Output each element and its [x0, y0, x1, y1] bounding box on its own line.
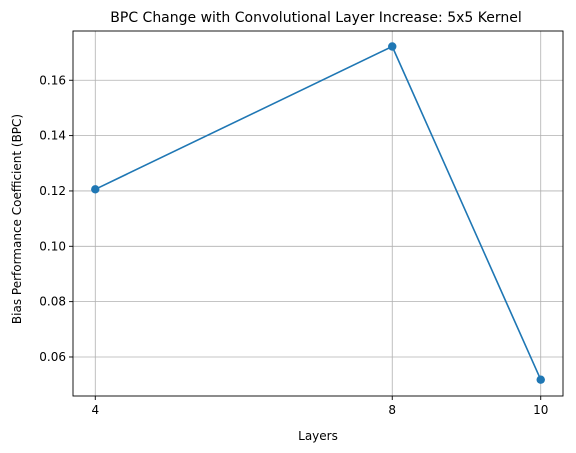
x-axis-label: Layers — [298, 429, 338, 443]
data-point — [388, 42, 397, 51]
data-point — [91, 185, 100, 194]
x-tick-label: 4 — [91, 403, 99, 417]
grid-lines — [73, 31, 563, 396]
y-tick-label: 0.06 — [39, 350, 66, 364]
x-tick-label: 10 — [533, 403, 548, 417]
axis-ticks: 4 8 10 0.06 0.08 0.10 0.12 0.14 0.16 — [39, 73, 548, 417]
chart-title: BPC Change with Convolutional Layer Incr… — [110, 10, 521, 26]
y-tick-label: 0.10 — [39, 239, 66, 253]
y-tick-label: 0.16 — [39, 73, 66, 87]
y-tick-label: 0.08 — [39, 295, 66, 309]
series-line — [91, 42, 545, 384]
plot-frame — [72, 30, 564, 397]
y-axis-label: Bias Performance Coefficient (BPC) — [10, 114, 24, 324]
x-tick-label: 8 — [388, 403, 396, 417]
y-tick-label: 0.14 — [39, 129, 66, 143]
data-point — [536, 375, 545, 384]
y-tick-label: 0.12 — [39, 184, 66, 198]
